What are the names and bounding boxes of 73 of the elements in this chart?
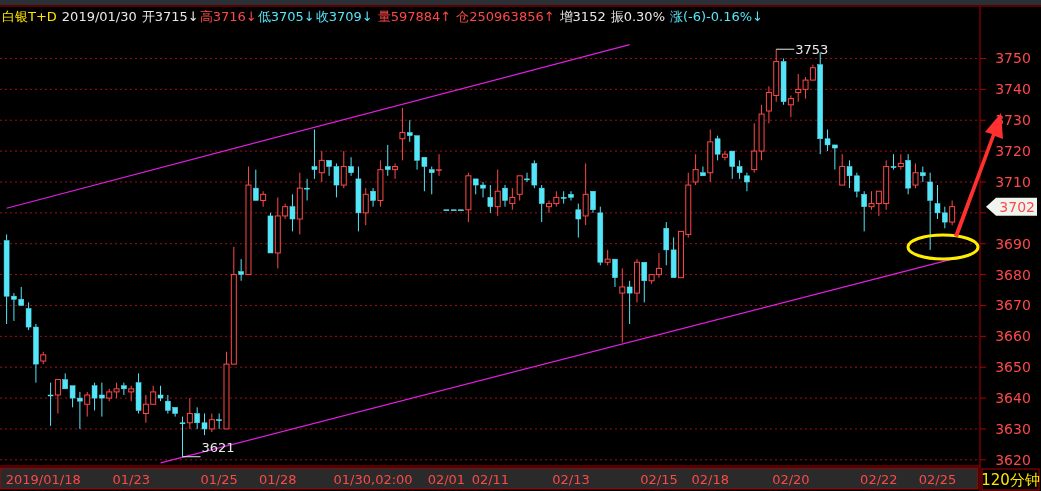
candlestick — [392, 162, 399, 180]
annotation: 增3152 — [558, 9, 606, 24]
candlestick — [707, 128, 714, 183]
candlestick — [289, 193, 296, 232]
annotation: 收3709↓ — [315, 9, 373, 24]
y-tick-label: 3720 — [995, 143, 1031, 160]
x-tick-label: 01/28 — [259, 472, 297, 487]
candlestick — [377, 159, 384, 208]
candlestick — [399, 107, 406, 161]
candlestick — [121, 382, 127, 396]
x-tick-label: 01/30,02:00 — [333, 472, 413, 487]
y-tick-label: 3650 — [995, 359, 1031, 376]
x-tick-label: 02/15 — [640, 472, 678, 487]
y-tick-label: 3640 — [995, 390, 1031, 407]
candlestick — [304, 178, 310, 201]
candlestick — [949, 200, 956, 226]
y-tick-label: 3750 — [995, 50, 1031, 67]
text: 120分钟 — [981, 471, 1040, 489]
y-tick-label: 3710 — [995, 173, 1031, 190]
candlestick — [296, 172, 303, 235]
x-tick-label: 01/23 — [112, 472, 150, 487]
candlestick — [494, 169, 501, 217]
y-tick-label: 3630 — [995, 420, 1031, 437]
chart-subtitle: 2019/01/30 — [61, 9, 137, 24]
candlestick — [487, 184, 494, 214]
candlestick — [897, 153, 904, 171]
chart-title: 白银T+D — [2, 9, 57, 24]
candlestick — [861, 190, 867, 232]
candlestick — [633, 258, 640, 303]
x-tick-label: 02/22 — [860, 472, 898, 487]
candlestick — [509, 187, 516, 211]
candlestick — [362, 187, 369, 226]
y-tick-label: 3620 — [995, 451, 1031, 468]
candlestick — [348, 156, 354, 177]
y-tick-label: 3740 — [995, 81, 1031, 98]
candlestick — [135, 372, 142, 415]
annotation: 低3705↓ — [257, 9, 315, 24]
candlestick — [502, 184, 508, 208]
candlestick — [619, 267, 626, 344]
x-tick-label: 02/18 — [691, 472, 729, 487]
candlestick — [744, 172, 750, 192]
y-tick-label: 3670 — [995, 297, 1031, 314]
x-tick-label: 02/01 — [427, 472, 466, 487]
annotation: 量597884↑ — [377, 9, 452, 24]
candlestick — [260, 190, 267, 208]
annotation: 3753 — [795, 42, 829, 58]
y-tick-label: 3660 — [995, 328, 1031, 345]
annotation: 涨(-6)-0.16%↓ — [670, 9, 763, 24]
x-tick-label: 02/20 — [772, 472, 810, 487]
annotation: 高3716↓ — [199, 9, 257, 24]
y-tick-label: 3690 — [995, 235, 1031, 252]
candlestick — [186, 397, 193, 430]
x-tick-label: 01/25 — [200, 472, 238, 487]
annotation: 开3715↓ — [141, 9, 199, 24]
annotation: 仓250963856↑ — [456, 9, 555, 24]
candlestick — [318, 150, 325, 183]
candlestick — [721, 150, 728, 161]
y-tick-label: 3680 — [995, 266, 1031, 283]
annotation: 振0.30% — [610, 9, 665, 24]
candlestick — [47, 382, 54, 427]
text: 3702 — [999, 198, 1035, 215]
candlestick — [370, 187, 376, 208]
candlestick — [787, 95, 794, 118]
x-tick-label: 02/25 — [918, 472, 957, 487]
candlestick — [355, 166, 362, 232]
x-tick-label: 2019/01/18 — [5, 472, 81, 487]
x-tick-label: 02/11 — [471, 472, 510, 487]
x-tick-label: 02/13 — [552, 472, 590, 487]
candlestick — [780, 57, 787, 106]
candlestick — [385, 144, 391, 177]
candlestick — [436, 153, 442, 177]
candlestick — [238, 258, 244, 282]
candlestick — [311, 128, 318, 180]
